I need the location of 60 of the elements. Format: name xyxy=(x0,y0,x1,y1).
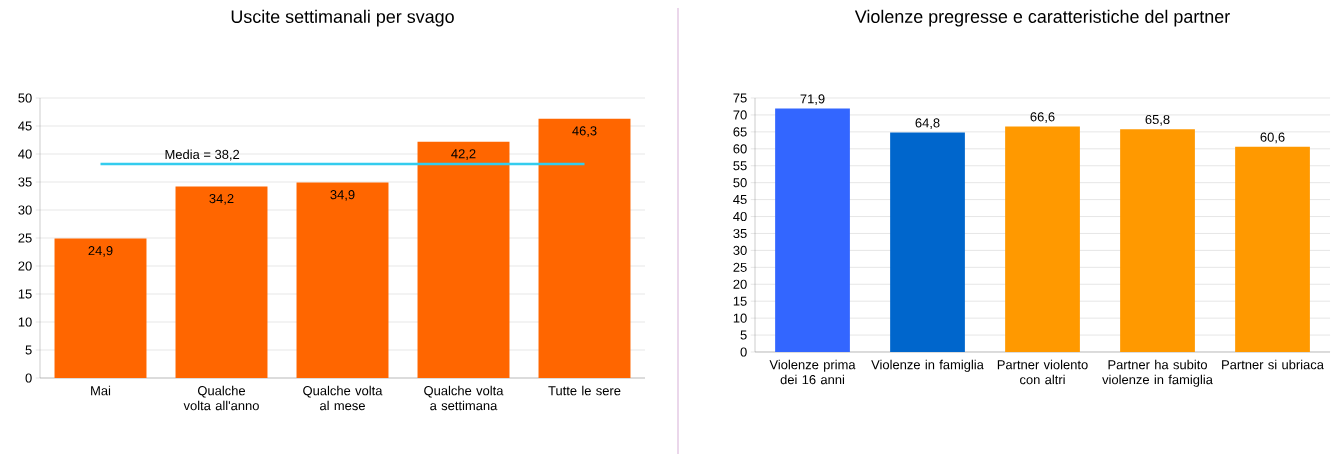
y-tick-label: 5 xyxy=(740,330,747,340)
bar xyxy=(417,141,510,378)
y-tick-label: 65 xyxy=(733,127,747,137)
x-tick-label: Qualche volta all'anno xyxy=(183,385,259,411)
bar xyxy=(538,118,631,378)
y-tick-label: 0 xyxy=(740,347,747,357)
y-tick-label: 70 xyxy=(733,110,747,120)
y-tick-label: 30 xyxy=(18,205,32,215)
y-tick-label: 15 xyxy=(18,289,32,299)
y-tick-label: 20 xyxy=(733,279,747,289)
y-tick-label: 50 xyxy=(733,178,747,188)
bar xyxy=(775,108,850,352)
y-tick-label: 15 xyxy=(733,296,747,306)
y-tick-label: 75 xyxy=(733,93,747,103)
y-tick-label: 10 xyxy=(18,317,32,327)
bar xyxy=(1005,126,1080,352)
data-label: 24,9 xyxy=(88,246,113,257)
data-label: 64,8 xyxy=(915,118,940,130)
bar xyxy=(1120,129,1195,352)
data-label: 46,3 xyxy=(572,126,597,137)
data-label: 71,9 xyxy=(800,94,825,105)
x-tick-label: Partner ha subito violenze in famiglia xyxy=(1102,359,1213,387)
data-label: 42,2 xyxy=(451,149,476,160)
y-tick-label: 40 xyxy=(18,149,32,159)
chart-title: Uscite settimanali per svago xyxy=(231,9,454,27)
x-tick-label: Qualche volta a settimana xyxy=(424,385,504,411)
data-label: 34,9 xyxy=(330,190,355,201)
y-tick-label: 60 xyxy=(733,144,747,154)
data-label: 65,8 xyxy=(1145,114,1170,126)
x-tick-label: Partner si ubriaca xyxy=(1222,359,1324,370)
bar xyxy=(175,186,268,378)
y-tick-label: 20 xyxy=(18,261,32,271)
bar xyxy=(890,132,965,352)
bar xyxy=(296,182,389,378)
y-tick-label: 0 xyxy=(25,373,32,383)
x-tick-label: Tutte le sere xyxy=(548,385,621,396)
y-tick-label: 55 xyxy=(733,161,747,171)
x-tick-label: Qualche volta al mese xyxy=(303,385,383,411)
x-tick-label: Violenze in famiglia xyxy=(871,359,984,372)
x-tick-label: Violenze prima dei 16 anni xyxy=(769,359,856,385)
y-tick-label: 45 xyxy=(18,121,32,131)
data-label: 34,2 xyxy=(209,194,234,205)
x-tick-label: Mai xyxy=(91,385,111,396)
bar xyxy=(54,238,147,378)
y-tick-label: 35 xyxy=(733,228,747,239)
y-tick-label: 35 xyxy=(18,177,32,187)
y-tick-label: 45 xyxy=(733,195,747,205)
y-tick-label: 50 xyxy=(18,93,32,103)
data-label: 60,6 xyxy=(1260,132,1285,144)
y-tick-label: 30 xyxy=(733,245,747,255)
y-tick-label: 40 xyxy=(733,211,747,222)
ref-line-label: Media = 38,2 xyxy=(165,149,240,161)
x-tick-label: Partner violento con altri xyxy=(997,359,1088,385)
y-tick-label: 25 xyxy=(733,262,747,272)
y-tick-label: 5 xyxy=(25,345,32,355)
chart-title: Violenze pregresse e caratteristiche del partner xyxy=(854,9,1230,27)
y-tick-label: 10 xyxy=(733,313,747,323)
data-label: 66,6 xyxy=(1030,112,1055,123)
y-tick-label: 25 xyxy=(18,233,32,243)
bar xyxy=(1235,146,1310,352)
